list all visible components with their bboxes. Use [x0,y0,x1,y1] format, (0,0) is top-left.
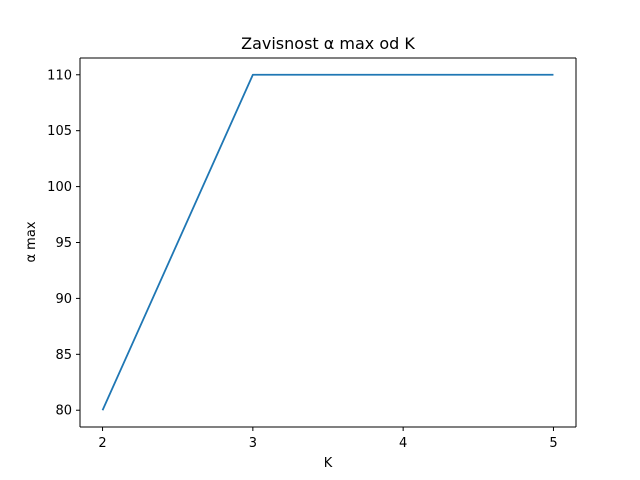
y-tick-label: 85 [55,348,72,363]
series-line-0 [101,73,554,411]
y-axis-label: α max [24,221,39,262]
y-tick-label: 80 [55,404,72,419]
y-tick-label: 90 [55,292,72,307]
plot-area: 2 3 4 5 80 85 90 95 100 105 110 [47,57,577,451]
y-tick-label: 110 [47,68,72,83]
chart-title: Zavisnost α max od K [241,34,415,53]
y-tick-label: 100 [47,180,72,195]
x-tick-label: 3 [249,436,257,451]
x-tick-label: 2 [98,436,106,451]
y-tick-label: 105 [47,124,72,139]
x-tick-label: 4 [399,436,407,451]
y-tick-label: 95 [55,236,72,251]
x-axis-label: K [324,456,333,471]
x-tick-label: 5 [549,436,557,451]
